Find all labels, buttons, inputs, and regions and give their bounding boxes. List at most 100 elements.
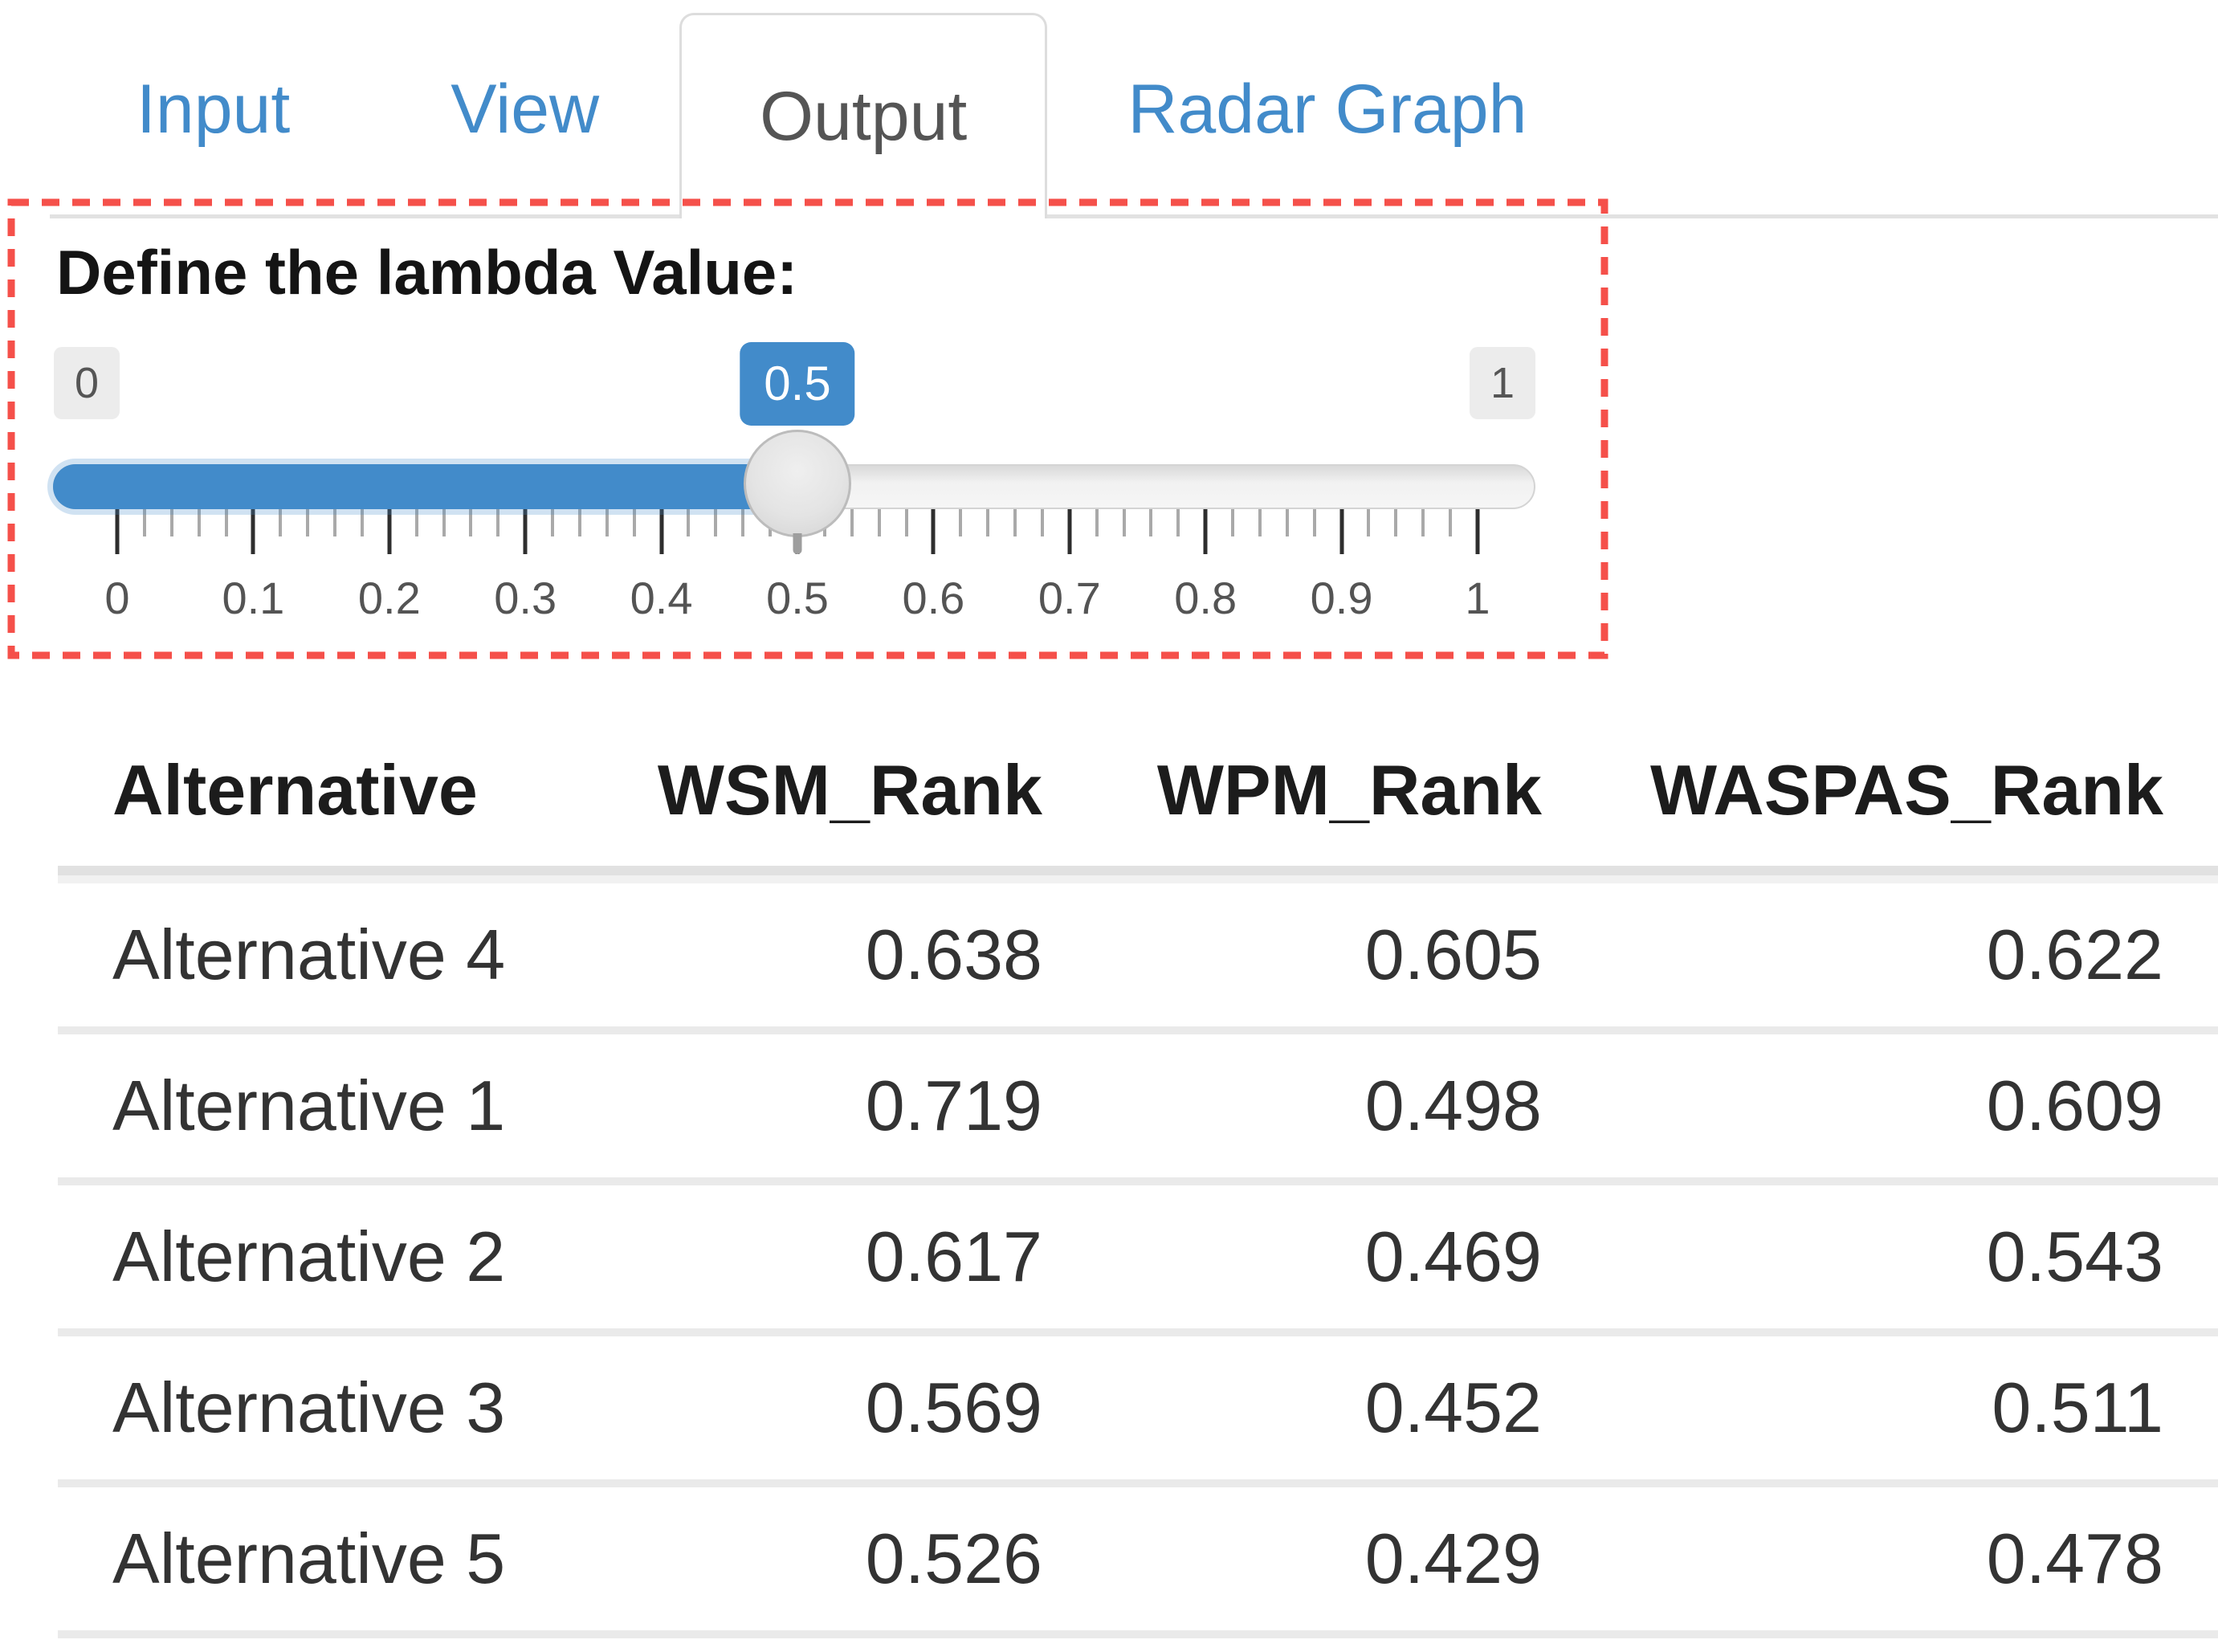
tab-radar-graph[interactable]: Radar Graph (1127, 70, 1527, 148)
col-header-wpm-rank: WPM_Rank (1156, 750, 1542, 830)
tick-label: 1 (1465, 573, 1490, 623)
cell-wpm-rank: 0.605 (1364, 915, 1542, 994)
tick-minor (1449, 509, 1453, 536)
tick-minor (959, 509, 963, 536)
tick-minor (850, 509, 854, 536)
col-header-waspas-rank: WASPAS_Rank (1650, 750, 2163, 830)
tick-label: 0.7 (1038, 573, 1101, 623)
tick-minor (1231, 509, 1235, 536)
tick-major (1067, 509, 1072, 554)
cell-waspas-rank: 0.609 (1986, 1066, 2163, 1145)
tab-bar: Input View Output Radar Graph (0, 0, 2218, 218)
table-row: Alternative 4 0.638 0.605 0.622 (58, 883, 2218, 1034)
tick-minor (1394, 509, 1398, 536)
tick-minor (1421, 509, 1425, 536)
tab-input[interactable]: Input (137, 70, 291, 148)
tick-major (387, 509, 392, 554)
tick-major (115, 509, 120, 554)
tick-minor (632, 509, 636, 536)
tab-view[interactable]: View (451, 70, 600, 148)
table-row: Alternative 2 0.617 0.469 0.543 (58, 1185, 2218, 1336)
cell-alternative: Alternative 4 (112, 915, 506, 994)
tick-major (1203, 509, 1208, 554)
cell-alternative: Alternative 1 (112, 1066, 506, 1145)
tick-minor (224, 509, 228, 536)
tick-label: 0.9 (1310, 573, 1373, 623)
cell-wsm-rank: 0.526 (865, 1519, 1042, 1598)
tick-minor (279, 509, 283, 536)
tick-minor (1312, 509, 1316, 536)
cell-wpm-rank: 0.452 (1364, 1368, 1542, 1447)
cell-wsm-rank: 0.617 (865, 1217, 1042, 1296)
tick-minor (1367, 509, 1371, 536)
tick-minor (306, 509, 310, 536)
table-row: Alternative 1 0.719 0.498 0.609 (58, 1034, 2218, 1185)
tick-minor (1122, 509, 1126, 536)
tick-label: 0.2 (357, 573, 421, 623)
tick-label: 0.5 (766, 573, 829, 623)
slider-min-label: 0 (54, 347, 120, 419)
table-row: Alternative 5 0.526 0.429 0.478 (58, 1487, 2218, 1638)
table-header-row: Alternative WSM_Rank WPM_Rank WASPAS_Ran… (58, 715, 2218, 866)
table-row: Alternative 3 0.569 0.452 0.511 (58, 1336, 2218, 1487)
slider-filled-bar (53, 464, 808, 509)
tick-label: 0.8 (1174, 573, 1237, 623)
tick-minor (551, 509, 555, 536)
slider-handle[interactable] (744, 430, 851, 537)
tick-major (659, 509, 664, 554)
tick-minor (142, 509, 146, 536)
col-header-alternative: Alternative (112, 750, 478, 830)
cell-wpm-rank: 0.498 (1364, 1066, 1542, 1145)
cell-alternative: Alternative 5 (112, 1519, 506, 1598)
tick-major (1339, 509, 1344, 554)
cell-waspas-rank: 0.622 (1986, 915, 2163, 994)
tick-minor (360, 509, 364, 536)
tick-minor (197, 509, 201, 536)
tick-minor (496, 509, 500, 536)
tick-minor (169, 509, 173, 536)
slider-max-label: 1 (1469, 347, 1535, 419)
tick-minor (714, 509, 718, 536)
tick-minor (1040, 509, 1044, 536)
cell-wpm-rank: 0.429 (1364, 1519, 1542, 1598)
cell-wpm-rank: 0.469 (1364, 1217, 1542, 1296)
tick-minor (687, 509, 691, 536)
tick-minor (741, 509, 745, 536)
tick-major (1475, 509, 1480, 554)
tick-minor (986, 509, 990, 536)
tick-minor (605, 509, 609, 536)
cell-wsm-rank: 0.638 (865, 915, 1042, 994)
tick-major (931, 509, 936, 554)
tick-minor (1149, 509, 1153, 536)
lambda-slider-label: Define the lambda Value: (56, 237, 798, 308)
tick-minor (333, 509, 337, 536)
slider-value-badge: 0.5 (740, 342, 855, 426)
cell-alternative: Alternative 3 (112, 1368, 506, 1447)
tick-label: 0.3 (494, 573, 557, 623)
tick-label: 0.1 (222, 573, 285, 623)
tab-list: Input View Output Radar Graph (56, 0, 2218, 218)
tick-label: 0 (104, 573, 130, 623)
tick-minor (1013, 509, 1017, 536)
tick-minor (877, 509, 881, 536)
cell-waspas-rank: 0.478 (1986, 1519, 2163, 1598)
tick-minor (442, 509, 446, 536)
lambda-slider[interactable]: 0 1 0.5 0 0.1 0.2 0.3 0.4 0.5 0.6 0.7 0.8 0.9 1 (53, 337, 1535, 636)
tick-minor (1258, 509, 1262, 536)
cell-waspas-rank: 0.511 (1992, 1368, 2163, 1447)
table-header-rule (58, 866, 2218, 883)
tick-minor (414, 509, 418, 536)
tick-major (523, 509, 528, 554)
tick-minor (904, 509, 908, 536)
tick-label: 0.4 (630, 573, 693, 623)
tab-output[interactable]: Output (679, 13, 1048, 218)
cell-wsm-rank: 0.719 (865, 1066, 1042, 1145)
col-header-wsm-rank: WSM_Rank (657, 750, 1042, 830)
tick-label: 0.6 (902, 573, 965, 623)
cell-wsm-rank: 0.569 (865, 1368, 1042, 1447)
results-table: Alternative WSM_Rank WPM_Rank WASPAS_Ran… (58, 715, 2218, 1638)
tick-minor (1285, 509, 1289, 536)
cell-waspas-rank: 0.543 (1986, 1217, 2163, 1296)
tick-minor (1176, 509, 1180, 536)
